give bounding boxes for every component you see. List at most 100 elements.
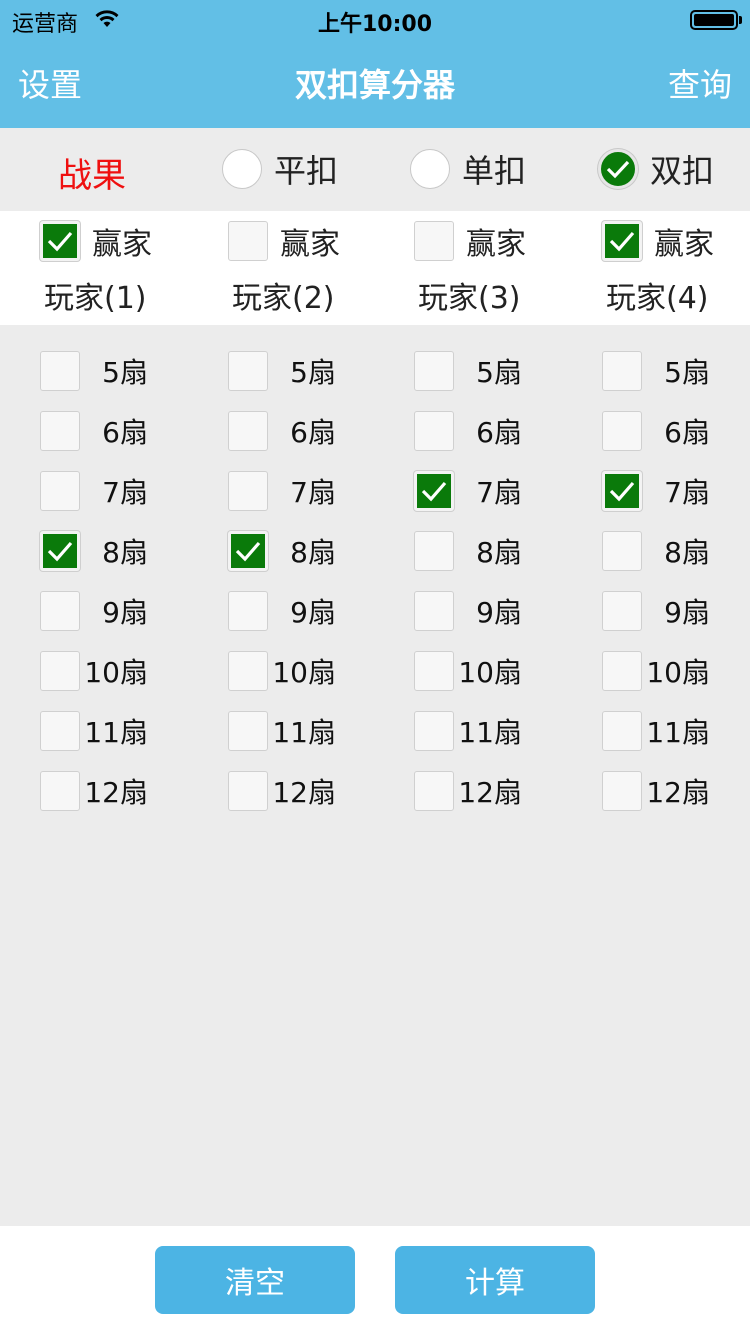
fan-label: 5扇 <box>290 356 336 389</box>
checkbox-icon[interactable] <box>40 411 80 451</box>
fan-option-player-2[interactable]: 10扇 <box>228 651 378 691</box>
clear-button[interactable]: 清空 <box>155 1246 355 1314</box>
fan-option-player-3[interactable]: 7扇 <box>414 471 564 511</box>
checkbox-icon[interactable] <box>228 411 268 451</box>
fan-option-player-1[interactable]: 9扇 <box>40 591 190 631</box>
fan-option-player-3[interactable]: 5扇 <box>414 351 564 391</box>
fan-row: 8扇 8扇 8扇 8扇 <box>0 529 750 573</box>
checkbox-icon[interactable] <box>602 531 642 571</box>
fan-option-player-2[interactable]: 12扇 <box>228 771 378 811</box>
fan-option-player-4[interactable]: 12扇 <box>602 771 750 811</box>
checkbox-icon[interactable] <box>414 651 454 691</box>
checkbox-checked-icon[interactable] <box>40 221 80 261</box>
fan-option-player-1[interactable]: 12扇 <box>40 771 190 811</box>
checkbox-icon[interactable] <box>40 651 80 691</box>
checkbox-icon[interactable] <box>414 531 454 571</box>
checkbox-icon[interactable] <box>602 711 642 751</box>
fan-option-player-4[interactable]: 11扇 <box>602 711 750 751</box>
fan-label: 8扇 <box>102 536 148 569</box>
checkbox-icon[interactable] <box>602 591 642 631</box>
fan-option-player-1[interactable]: 11扇 <box>40 711 190 751</box>
checkbox-icon[interactable] <box>228 471 268 511</box>
mode-option-shuangkou[interactable]: 双扣 <box>598 148 714 190</box>
fan-option-player-4[interactable]: 6扇 <box>602 411 750 451</box>
checkbox-icon[interactable] <box>602 651 642 691</box>
fan-option-player-1[interactable]: 7扇 <box>40 471 190 511</box>
winner-label: 赢家 <box>466 227 526 262</box>
fan-option-player-2[interactable]: 8扇 <box>228 531 378 571</box>
checkbox-icon[interactable] <box>602 771 642 811</box>
checkbox-icon[interactable] <box>602 411 642 451</box>
clock: 上午10:00 <box>317 12 433 37</box>
fan-option-player-3[interactable]: 12扇 <box>414 771 564 811</box>
checkbox-icon[interactable] <box>414 411 454 451</box>
mode-option-dankou[interactable]: 单扣 <box>410 148 526 190</box>
fan-option-player-2[interactable]: 9扇 <box>228 591 378 631</box>
checkbox-icon[interactable] <box>414 771 454 811</box>
checkbox-checked-icon[interactable] <box>602 471 642 511</box>
winner-toggle[interactable]: 赢家 <box>228 221 340 262</box>
checkbox-icon[interactable] <box>414 711 454 751</box>
fan-option-player-2[interactable]: 5扇 <box>228 351 378 391</box>
fan-option-player-4[interactable]: 7扇 <box>602 471 750 511</box>
checkbox-checked-icon[interactable] <box>40 531 80 571</box>
fan-option-player-3[interactable]: 9扇 <box>414 591 564 631</box>
checkbox-icon[interactable] <box>228 711 268 751</box>
fan-label: 6扇 <box>102 416 148 449</box>
fan-label: 12扇 <box>84 776 148 809</box>
winner-toggle[interactable]: 赢家 <box>40 221 152 262</box>
settings-button[interactable]: 设置 <box>18 66 83 104</box>
checkbox-icon[interactable] <box>228 221 268 261</box>
checkbox-checked-icon[interactable] <box>602 221 642 261</box>
checkbox-icon[interactable] <box>602 351 642 391</box>
winner-toggle[interactable]: 赢家 <box>414 221 526 262</box>
checkbox-checked-icon[interactable] <box>414 471 454 511</box>
fan-option-player-4[interactable]: 8扇 <box>602 531 750 571</box>
fan-option-player-1[interactable]: 5扇 <box>40 351 190 391</box>
checkbox-icon[interactable] <box>40 771 80 811</box>
fan-option-player-3[interactable]: 6扇 <box>414 411 564 451</box>
checkbox-icon[interactable] <box>40 351 80 391</box>
radio-checked-icon[interactable] <box>598 149 638 189</box>
checkbox-icon[interactable] <box>228 351 268 391</box>
player-name: 玩家(2) <box>232 281 335 316</box>
fan-label: 12扇 <box>458 776 522 809</box>
checkbox-checked-icon[interactable] <box>228 531 268 571</box>
checkbox-icon[interactable] <box>414 591 454 631</box>
fan-label: 6扇 <box>664 416 710 449</box>
fan-option-player-1[interactable]: 6扇 <box>40 411 190 451</box>
checkbox-icon[interactable] <box>414 351 454 391</box>
fan-option-player-2[interactable]: 6扇 <box>228 411 378 451</box>
fan-option-player-1[interactable]: 10扇 <box>40 651 190 691</box>
checkbox-icon[interactable] <box>40 591 80 631</box>
fan-row: 7扇 7扇 7扇 7扇 <box>0 469 750 513</box>
fan-option-player-4[interactable]: 5扇 <box>602 351 750 391</box>
fan-option-player-4[interactable]: 9扇 <box>602 591 750 631</box>
fan-option-player-3[interactable]: 11扇 <box>414 711 564 751</box>
fan-option-player-3[interactable]: 8扇 <box>414 531 564 571</box>
fan-grid: 5扇 5扇 5扇 5扇 6扇 6扇 6扇 6扇 7扇 7扇 7扇 7扇 8扇 8扇 8扇 8扇 9扇 9扇 9扇 9扇… <box>0 325 750 1225</box>
checkbox-icon[interactable] <box>40 471 80 511</box>
query-button[interactable]: 查询 <box>667 66 732 104</box>
fan-row: 9扇 9扇 9扇 9扇 <box>0 589 750 633</box>
fan-option-player-2[interactable]: 11扇 <box>228 711 378 751</box>
fan-label: 8扇 <box>290 536 336 569</box>
mode-option-pingkou[interactable]: 平扣 <box>222 148 338 190</box>
fan-option-player-4[interactable]: 10扇 <box>602 651 750 691</box>
checkbox-icon[interactable] <box>414 221 454 261</box>
fan-option-player-3[interactable]: 10扇 <box>414 651 564 691</box>
calculate-button[interactable]: 计算 <box>395 1246 595 1314</box>
fan-option-player-1[interactable]: 8扇 <box>40 531 190 571</box>
fan-option-player-2[interactable]: 7扇 <box>228 471 378 511</box>
checkbox-icon[interactable] <box>228 771 268 811</box>
winner-toggle[interactable]: 赢家 <box>602 221 714 262</box>
radio-icon[interactable] <box>410 149 450 189</box>
fan-row: 11扇 11扇 11扇 11扇 <box>0 709 750 753</box>
winner-label: 赢家 <box>280 227 340 262</box>
radio-icon[interactable] <box>222 149 262 189</box>
player-header: 赢家 玩家(1) 赢家 玩家(2) 赢家 玩家(3) 赢家 玩家(4) <box>0 211 750 325</box>
checkbox-icon[interactable] <box>40 711 80 751</box>
checkbox-icon[interactable] <box>228 651 268 691</box>
checkbox-icon[interactable] <box>228 591 268 631</box>
result-label: 战果 <box>58 156 126 196</box>
